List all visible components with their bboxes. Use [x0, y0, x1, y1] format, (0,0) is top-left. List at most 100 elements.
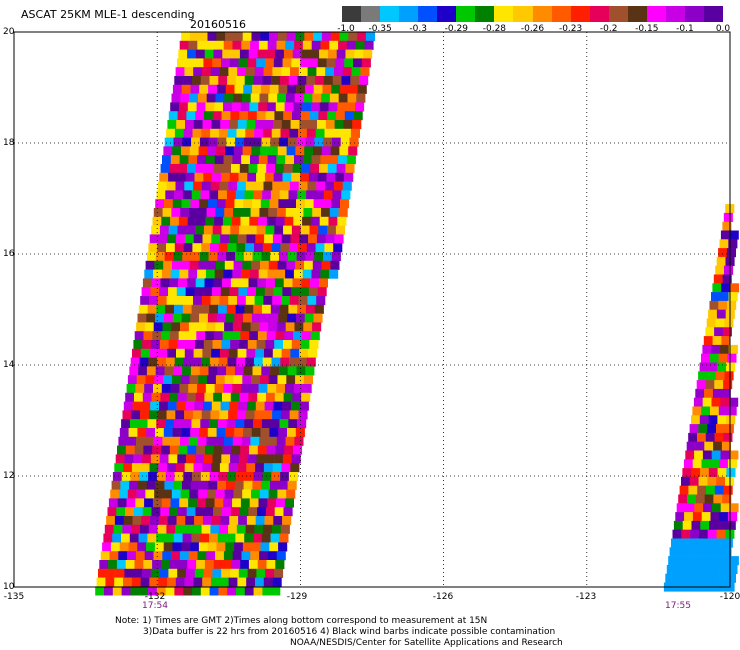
swath-cell	[308, 234, 318, 244]
swath-cell	[287, 480, 297, 490]
swath-cell	[251, 428, 261, 438]
swath-cell	[297, 76, 307, 86]
swath-cell	[297, 304, 307, 314]
swath-cell	[698, 371, 708, 381]
swath-cell	[211, 401, 221, 411]
swath-cell	[245, 357, 255, 367]
swath-cell	[176, 287, 186, 297]
swath-cell	[232, 40, 242, 50]
swath-cell	[347, 93, 357, 103]
swath-cell	[104, 586, 114, 596]
swath-cell	[199, 480, 209, 490]
swath-cell	[729, 230, 739, 240]
swath-cell	[241, 384, 251, 394]
swath-cell	[164, 480, 174, 490]
swath-cell	[304, 199, 314, 209]
swath-cell	[256, 568, 266, 578]
swath-cell	[692, 512, 702, 522]
swath-cell	[328, 216, 338, 226]
swath-cell	[169, 331, 179, 341]
swath-cell	[230, 225, 240, 235]
swath-cell	[281, 181, 291, 191]
swath-cell	[214, 498, 224, 508]
swath-cell	[186, 340, 196, 350]
swath-cell	[164, 199, 174, 209]
map-title: ASCAT 25KM MLE-1 descending	[21, 8, 195, 21]
swath-cell	[191, 76, 201, 86]
swath-cell	[290, 463, 300, 473]
swath-cell	[136, 436, 146, 446]
swath-cell	[157, 357, 167, 367]
swath-cell	[264, 348, 274, 358]
swath-cell	[174, 586, 184, 596]
lat-label-14: 14	[3, 360, 15, 370]
swath-cell	[290, 234, 300, 244]
swath-cell	[200, 472, 210, 482]
swath-cell	[147, 533, 157, 543]
swath-cell	[212, 287, 222, 297]
swath-cell	[721, 336, 731, 346]
swath-cell	[239, 49, 249, 59]
swath-cell	[342, 181, 352, 191]
swath-cell	[288, 419, 298, 429]
swath-cell	[167, 234, 177, 244]
swath-cell	[285, 40, 295, 50]
swath-cell	[213, 445, 223, 455]
swath-cell	[210, 243, 220, 253]
swath-cell	[219, 463, 229, 473]
swath-cell	[150, 401, 160, 411]
swath-cell	[304, 313, 314, 323]
swath-cell	[144, 269, 154, 279]
swath-cell	[158, 234, 168, 244]
swath-cell	[204, 278, 214, 288]
swath-cell	[728, 344, 738, 354]
swath-cell	[301, 278, 311, 288]
swath-cell	[269, 199, 279, 209]
swath-cell	[127, 375, 137, 385]
swath-cell	[172, 542, 182, 552]
swath-cell	[138, 480, 148, 490]
swath-cell	[252, 366, 262, 376]
swath-cell	[310, 278, 320, 288]
swath-cell	[129, 419, 139, 429]
swath-cell	[203, 287, 213, 297]
swath-cell	[121, 472, 131, 482]
swath-cell	[217, 366, 227, 376]
swath-cell	[236, 586, 246, 596]
swath-cell	[285, 322, 295, 332]
swath-cell	[239, 507, 249, 517]
swath-cell	[297, 190, 307, 200]
swath-cell	[277, 489, 287, 499]
swath-cell	[694, 503, 704, 513]
swath-cell	[142, 340, 152, 350]
swath-cell	[224, 322, 234, 332]
swath-cell	[232, 384, 242, 394]
swath-cell	[234, 480, 244, 490]
swath-cell	[190, 428, 200, 438]
swath-cell	[200, 190, 210, 200]
swath-cell	[118, 551, 128, 561]
swath-cell	[168, 340, 178, 350]
swath-cell	[249, 384, 259, 394]
swath-cell	[259, 489, 269, 499]
swath-cell	[176, 120, 186, 130]
swath-cell	[193, 120, 203, 130]
swath-cell	[181, 199, 191, 209]
swath-cell	[178, 278, 188, 288]
swath-cell	[273, 120, 283, 130]
swath-cell	[127, 489, 137, 499]
swath-cell	[207, 542, 217, 552]
swath-cell	[710, 564, 720, 574]
swath-cell	[204, 560, 214, 570]
swath-cell	[720, 397, 730, 407]
swath-cell	[193, 67, 203, 77]
swath-cell	[329, 40, 339, 50]
swath-cell	[162, 208, 172, 218]
swath-cell	[689, 476, 699, 486]
swath-cell	[272, 348, 282, 358]
swath-cell	[256, 287, 266, 297]
swath-cell	[156, 190, 166, 200]
swath-cell	[243, 137, 253, 147]
lat-label-18: 18	[3, 138, 15, 148]
swath-cell	[282, 401, 292, 411]
